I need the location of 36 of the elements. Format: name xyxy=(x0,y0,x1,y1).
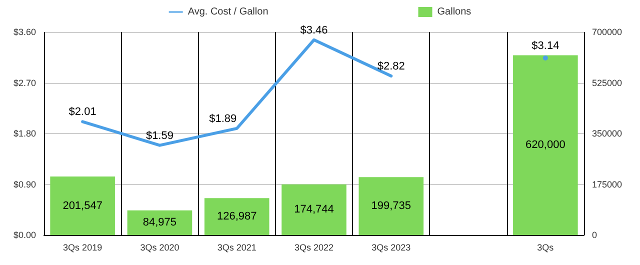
bar xyxy=(127,210,192,235)
data-label: $2.82 xyxy=(377,60,405,72)
y2-tick-label: 700000 xyxy=(592,27,622,37)
bar xyxy=(513,55,578,235)
bar xyxy=(282,184,346,235)
bar xyxy=(50,176,115,235)
x-tick-label: 3Qs 2020 xyxy=(140,242,180,252)
y2-tick-label: 175000 xyxy=(592,179,622,190)
x-tick-label: 3Qs 2019 xyxy=(63,242,102,252)
data-label: $2.01 xyxy=(68,106,96,118)
data-label: 126,987 xyxy=(216,210,257,223)
legend-label: Gallons xyxy=(437,6,472,18)
x-tick-label: 3Qs 2022 xyxy=(294,242,334,252)
y-tick-label: $0.90 xyxy=(13,179,36,190)
data-label: $3.14 xyxy=(532,40,560,52)
data-label: 201,547 xyxy=(62,200,102,212)
data-label: $3.46 xyxy=(300,24,328,36)
y2-tick-label: 525000 xyxy=(592,78,622,88)
legend-label: Avg. Cost / Gallon xyxy=(188,6,268,18)
x-tick-label: 3Qs 2021 xyxy=(217,242,256,252)
x-tick-label: 3Qs xyxy=(537,242,554,252)
y-tick-label: $3.60 xyxy=(13,27,36,37)
data-label: 174,744 xyxy=(294,204,334,216)
y2-tick-label: 350000 xyxy=(592,128,622,138)
data-label: $1.59 xyxy=(146,130,174,142)
y-tick-label: $2.70 xyxy=(13,78,36,88)
data-label: $1.89 xyxy=(209,112,237,125)
x-tick-label: 3Qs 2023 xyxy=(372,242,411,252)
y-tick-label: $0.00 xyxy=(13,230,36,240)
y2-tick-label: 0 xyxy=(592,230,598,240)
bar xyxy=(358,177,424,235)
bar xyxy=(204,198,270,235)
y-tick-label: $1.80 xyxy=(13,128,36,138)
data-label: 84,975 xyxy=(142,216,177,229)
data-label: 620,000 xyxy=(526,139,566,152)
data-label: 199,735 xyxy=(371,200,412,212)
